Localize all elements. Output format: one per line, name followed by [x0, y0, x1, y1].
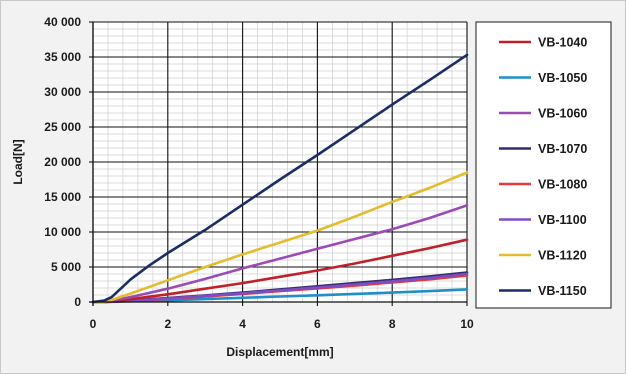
y-tick-label: 10 000	[44, 225, 81, 239]
y-tick-label: 20 000	[44, 155, 81, 169]
legend-label-vb-1100: VB-1100	[538, 213, 587, 227]
x-tick-label: 8	[389, 317, 396, 331]
legend-label-vb-1070: VB-1070	[538, 142, 587, 156]
y-axis-title: Load[N]	[11, 139, 25, 184]
y-tick-labels: 0 5 000 10 000 15 000 20 000 25 000 30 000 35 0…	[44, 15, 81, 309]
y-tick-label: 5 000	[51, 260, 81, 274]
x-axis-title: Displacement[mm]	[226, 345, 333, 359]
x-tick-label: 0	[90, 317, 97, 331]
legend-box	[475, 21, 612, 309]
legend: VB-1040 VB-1050 VB-1060 VB-1070 VB-1080 VB-11…	[475, 21, 612, 309]
y-tick-label: 25 000	[44, 120, 81, 134]
legend-items: VB-1040 VB-1050 VB-1060 VB-1070 VB-1080 VB-11…	[499, 36, 587, 298]
x-tick-label: 2	[164, 317, 171, 331]
y-tick-label: 0	[74, 295, 81, 309]
axes-layer	[89, 21, 468, 306]
legend-label-vb-1060: VB-1060	[538, 107, 587, 121]
x-tick-label: 4	[239, 317, 246, 331]
y-tick-label: 30 000	[44, 85, 81, 99]
legend-label-vb-1150: VB-1150	[538, 284, 587, 298]
series-line-vb-1150	[91, 53, 469, 304]
x-tick-labels: 0 2 4 6 8 10	[90, 317, 474, 331]
legend-label-vb-1080: VB-1080	[538, 178, 587, 192]
series-line-vb-1120	[91, 171, 469, 304]
legend-label-vb-1050: VB-1050	[538, 71, 587, 85]
y-tick-label: 35 000	[44, 50, 81, 64]
legend-label-vb-1120: VB-1120	[538, 249, 587, 263]
x-tick-label: 10	[460, 317, 474, 331]
y-tick-label: 40 000	[44, 15, 81, 29]
legend-label-vb-1040: VB-1040	[538, 36, 587, 50]
y-tick-label: 15 000	[44, 190, 81, 204]
x-tick-label: 6	[314, 317, 321, 331]
